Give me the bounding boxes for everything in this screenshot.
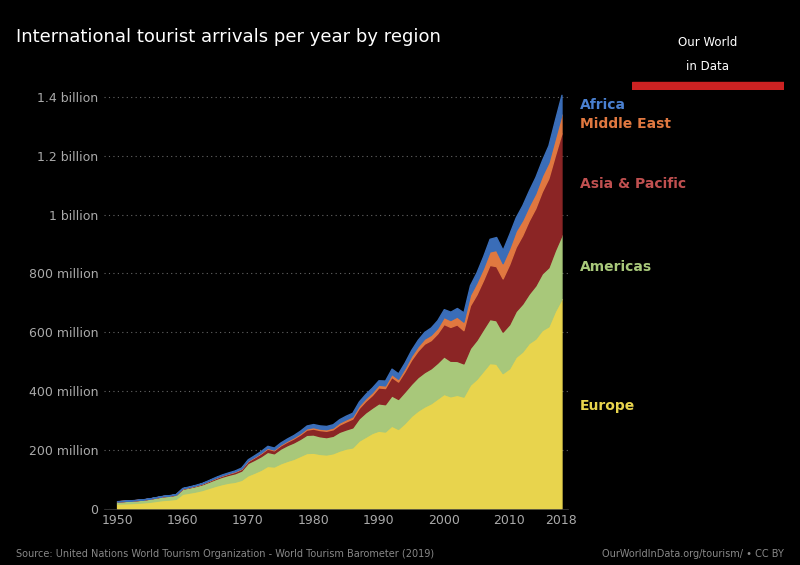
Text: Europe: Europe bbox=[580, 399, 635, 412]
Text: Source: United Nations World Tourism Organization - World Tourism Barometer (201: Source: United Nations World Tourism Org… bbox=[16, 549, 434, 559]
Text: Americas: Americas bbox=[580, 260, 652, 274]
Text: Our World: Our World bbox=[678, 36, 738, 49]
Text: Africa: Africa bbox=[580, 98, 626, 112]
Text: OurWorldInData.org/tourism/ • CC BY: OurWorldInData.org/tourism/ • CC BY bbox=[602, 549, 784, 559]
Text: International tourist arrivals per year by region: International tourist arrivals per year … bbox=[16, 28, 441, 46]
Text: in Data: in Data bbox=[686, 60, 730, 73]
Text: Middle East: Middle East bbox=[580, 117, 671, 131]
Text: Asia & Pacific: Asia & Pacific bbox=[580, 177, 686, 192]
Bar bbox=[632, 81, 784, 90]
